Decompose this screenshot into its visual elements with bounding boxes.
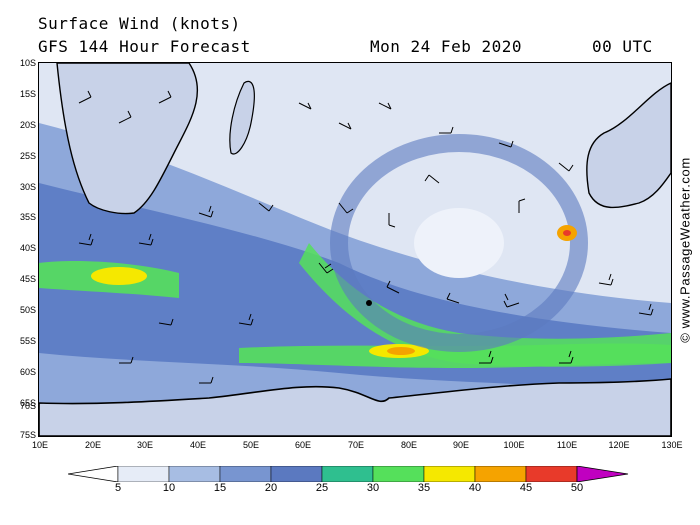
lat-label: 20S — [19, 120, 36, 130]
lon-label: 130E — [661, 440, 683, 450]
colorbar-label: 10 — [162, 482, 176, 494]
lon-label: 40E — [189, 440, 206, 450]
lat-label: 15S — [19, 89, 36, 99]
map-title: Surface Wind (knots) — [38, 14, 241, 33]
lon-label: 60E — [294, 440, 311, 450]
colorbar-label: 50 — [570, 482, 584, 494]
colorbar-label: 30 — [366, 482, 380, 494]
wind-map — [38, 62, 672, 437]
colorbar-label: 15 — [213, 482, 227, 494]
colorbar-label: 35 — [417, 482, 431, 494]
colorbar-label: 45 — [519, 482, 533, 494]
lat-label: 70S — [19, 401, 36, 411]
wind-speed-colorbar — [68, 466, 629, 482]
lat-label: 60S — [19, 367, 36, 377]
lon-label: 80E — [400, 440, 417, 450]
lon-label: 90E — [452, 440, 469, 450]
colorbar-label: 40 — [468, 482, 482, 494]
lon-label: 100E — [503, 440, 525, 450]
lat-label: 45S — [19, 274, 36, 284]
lon-label: 50E — [242, 440, 259, 450]
forecast-label: GFS 144 Hour Forecast — [38, 37, 251, 56]
lat-label: 65S — [19, 398, 36, 408]
lon-label: 120E — [608, 440, 630, 450]
forecast-time: 00 UTC — [592, 37, 653, 56]
lon-label: 10E — [31, 440, 48, 450]
colorbar-label: 20 — [264, 482, 278, 494]
credit-text: © www.PassageWeather.com — [677, 157, 693, 343]
lat-label: 10S — [19, 58, 36, 68]
lat-label: 40S — [19, 243, 36, 253]
lat-label: 25S — [19, 151, 36, 161]
lat-label: 75S — [19, 430, 36, 440]
colorbar-label: 25 — [315, 482, 329, 494]
lat-label: 55S — [19, 336, 36, 346]
lon-label: 70E — [347, 440, 364, 450]
forecast-date: Mon 24 Feb 2020 — [370, 37, 522, 56]
lat-label: 35S — [19, 212, 36, 222]
lon-label: 20E — [84, 440, 101, 450]
lat-label: 30S — [19, 182, 36, 192]
lon-label: 110E — [556, 440, 578, 450]
lat-label: 50S — [19, 305, 36, 315]
wind-map-canvas — [39, 63, 671, 436]
colorbar-label: 5 — [114, 482, 122, 494]
lon-label: 30E — [136, 440, 153, 450]
